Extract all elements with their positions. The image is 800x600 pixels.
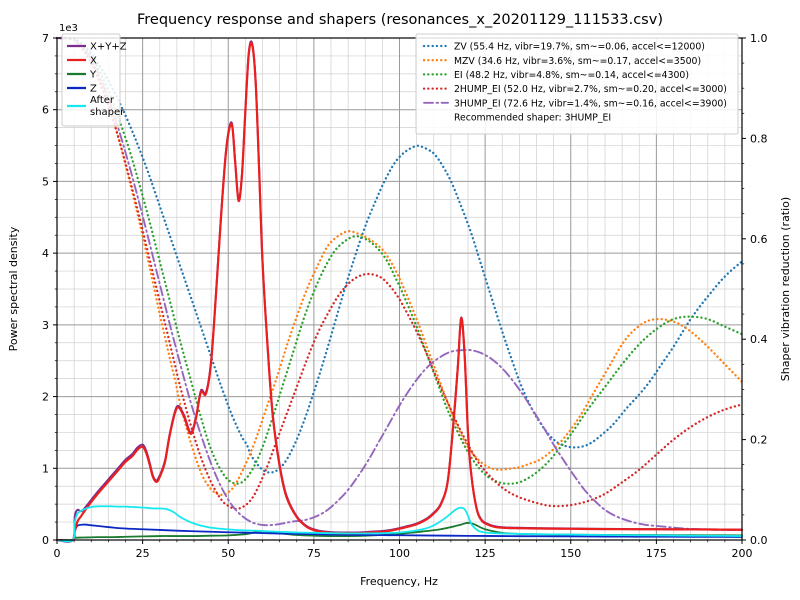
y-tick-label-5: 5	[42, 175, 49, 188]
legend-label-ei: EI (48.2 Hz, vibr=4.8%, sm~=0.14, accel<…	[454, 70, 689, 81]
psd-curves	[55, 40, 744, 543]
y-tick-label-2: 2	[42, 391, 49, 404]
x-tick-label-25: 25	[136, 547, 150, 560]
legend-label-y: Y	[89, 70, 97, 81]
y-tick-label-7: 7	[42, 32, 49, 45]
legend-label-x-y-z: X+Y+Z	[90, 42, 127, 53]
legend-label-mzv: MZV (34.6 Hz, vibr=3.6%, sm~=0.17, accel…	[454, 56, 701, 67]
y2-axis-label: Shaper vibration reduction (ratio)	[779, 197, 792, 381]
y-tick-label-0: 0	[42, 534, 49, 547]
shaper-curve-2hump_ei	[55, 36, 744, 511]
shaper-legend: ZV (55.4 Hz, vibr=19.7%, sm~=0.06, accel…	[415, 33, 739, 135]
grid-major	[57, 37, 742, 540]
psd-legend-bg	[61, 33, 121, 127]
y-axis-label: Power spectral density	[7, 226, 20, 351]
y2-tick-label-0.8: 0.8	[750, 132, 768, 145]
y2-tick-label-1: 1.0	[750, 32, 768, 45]
y-tick-label-4: 4	[42, 247, 49, 260]
axis-ticks: 0 25 50 75 100 125 150 175 200 0 1 2 3 4 5 6 7 0.0 0.2 0.4 0…	[7, 12, 792, 588]
psd-curve-x	[55, 41, 744, 542]
legend-label-3hump_ei: 3HUMP_EI (72.6 Hz, vibr=1.4%, sm~=0.16, …	[454, 98, 727, 109]
shaper-curve-zv	[55, 36, 744, 474]
recommended-shaper-note: Recommended shaper: 3HUMP_EI	[454, 113, 611, 124]
legend-label-after-shaper-line1: After	[90, 95, 115, 106]
x-tick-label-50: 50	[221, 547, 235, 560]
shaper-curve-ei	[55, 36, 744, 485]
legend-label-x: X	[90, 56, 97, 67]
x-tick-label-0: 0	[54, 547, 61, 560]
y-tick-label-3: 3	[42, 319, 49, 332]
shaper-legend-bg	[415, 33, 739, 135]
x-tick-label-125: 125	[475, 547, 496, 560]
legend-label-z: Z	[90, 84, 97, 95]
y-tick-label-6: 6	[42, 104, 49, 117]
psd-curve-after-shaper	[56, 505, 743, 543]
x-tick-label-150: 150	[560, 547, 581, 560]
y-tick-label-1: 1	[42, 462, 49, 475]
y2-tick-label-0: 0.0	[750, 534, 768, 547]
x-tick-label-75: 75	[307, 547, 321, 560]
shaper-curves	[55, 36, 744, 531]
legend-label-after-shaper-line2: shaper	[90, 107, 125, 118]
y2-tick-label-0.4: 0.4	[750, 333, 768, 346]
x-tick-label-200: 200	[732, 547, 753, 560]
x-tick-label-175: 175	[646, 547, 667, 560]
y-axis-exponent-label: 1e3	[59, 23, 78, 34]
y2-tick-label-0.2: 0.2	[750, 434, 768, 447]
legend-label-2hump_ei: 2HUMP_EI (52.0 Hz, vibr=2.7%, sm~=0.20, …	[454, 84, 727, 95]
shaper-curve-mzv	[55, 36, 744, 496]
y2-tick-label-0.6: 0.6	[750, 233, 768, 246]
x-axis-label: Frequency, Hz	[360, 575, 438, 588]
x-tick-label-100: 100	[389, 547, 410, 560]
psd-curve-z	[56, 523, 743, 542]
chart-title: Frequency response and shapers (resonanc…	[137, 12, 663, 28]
legend-label-zv: ZV (55.4 Hz, vibr=19.7%, sm~=0.06, accel…	[454, 42, 705, 53]
